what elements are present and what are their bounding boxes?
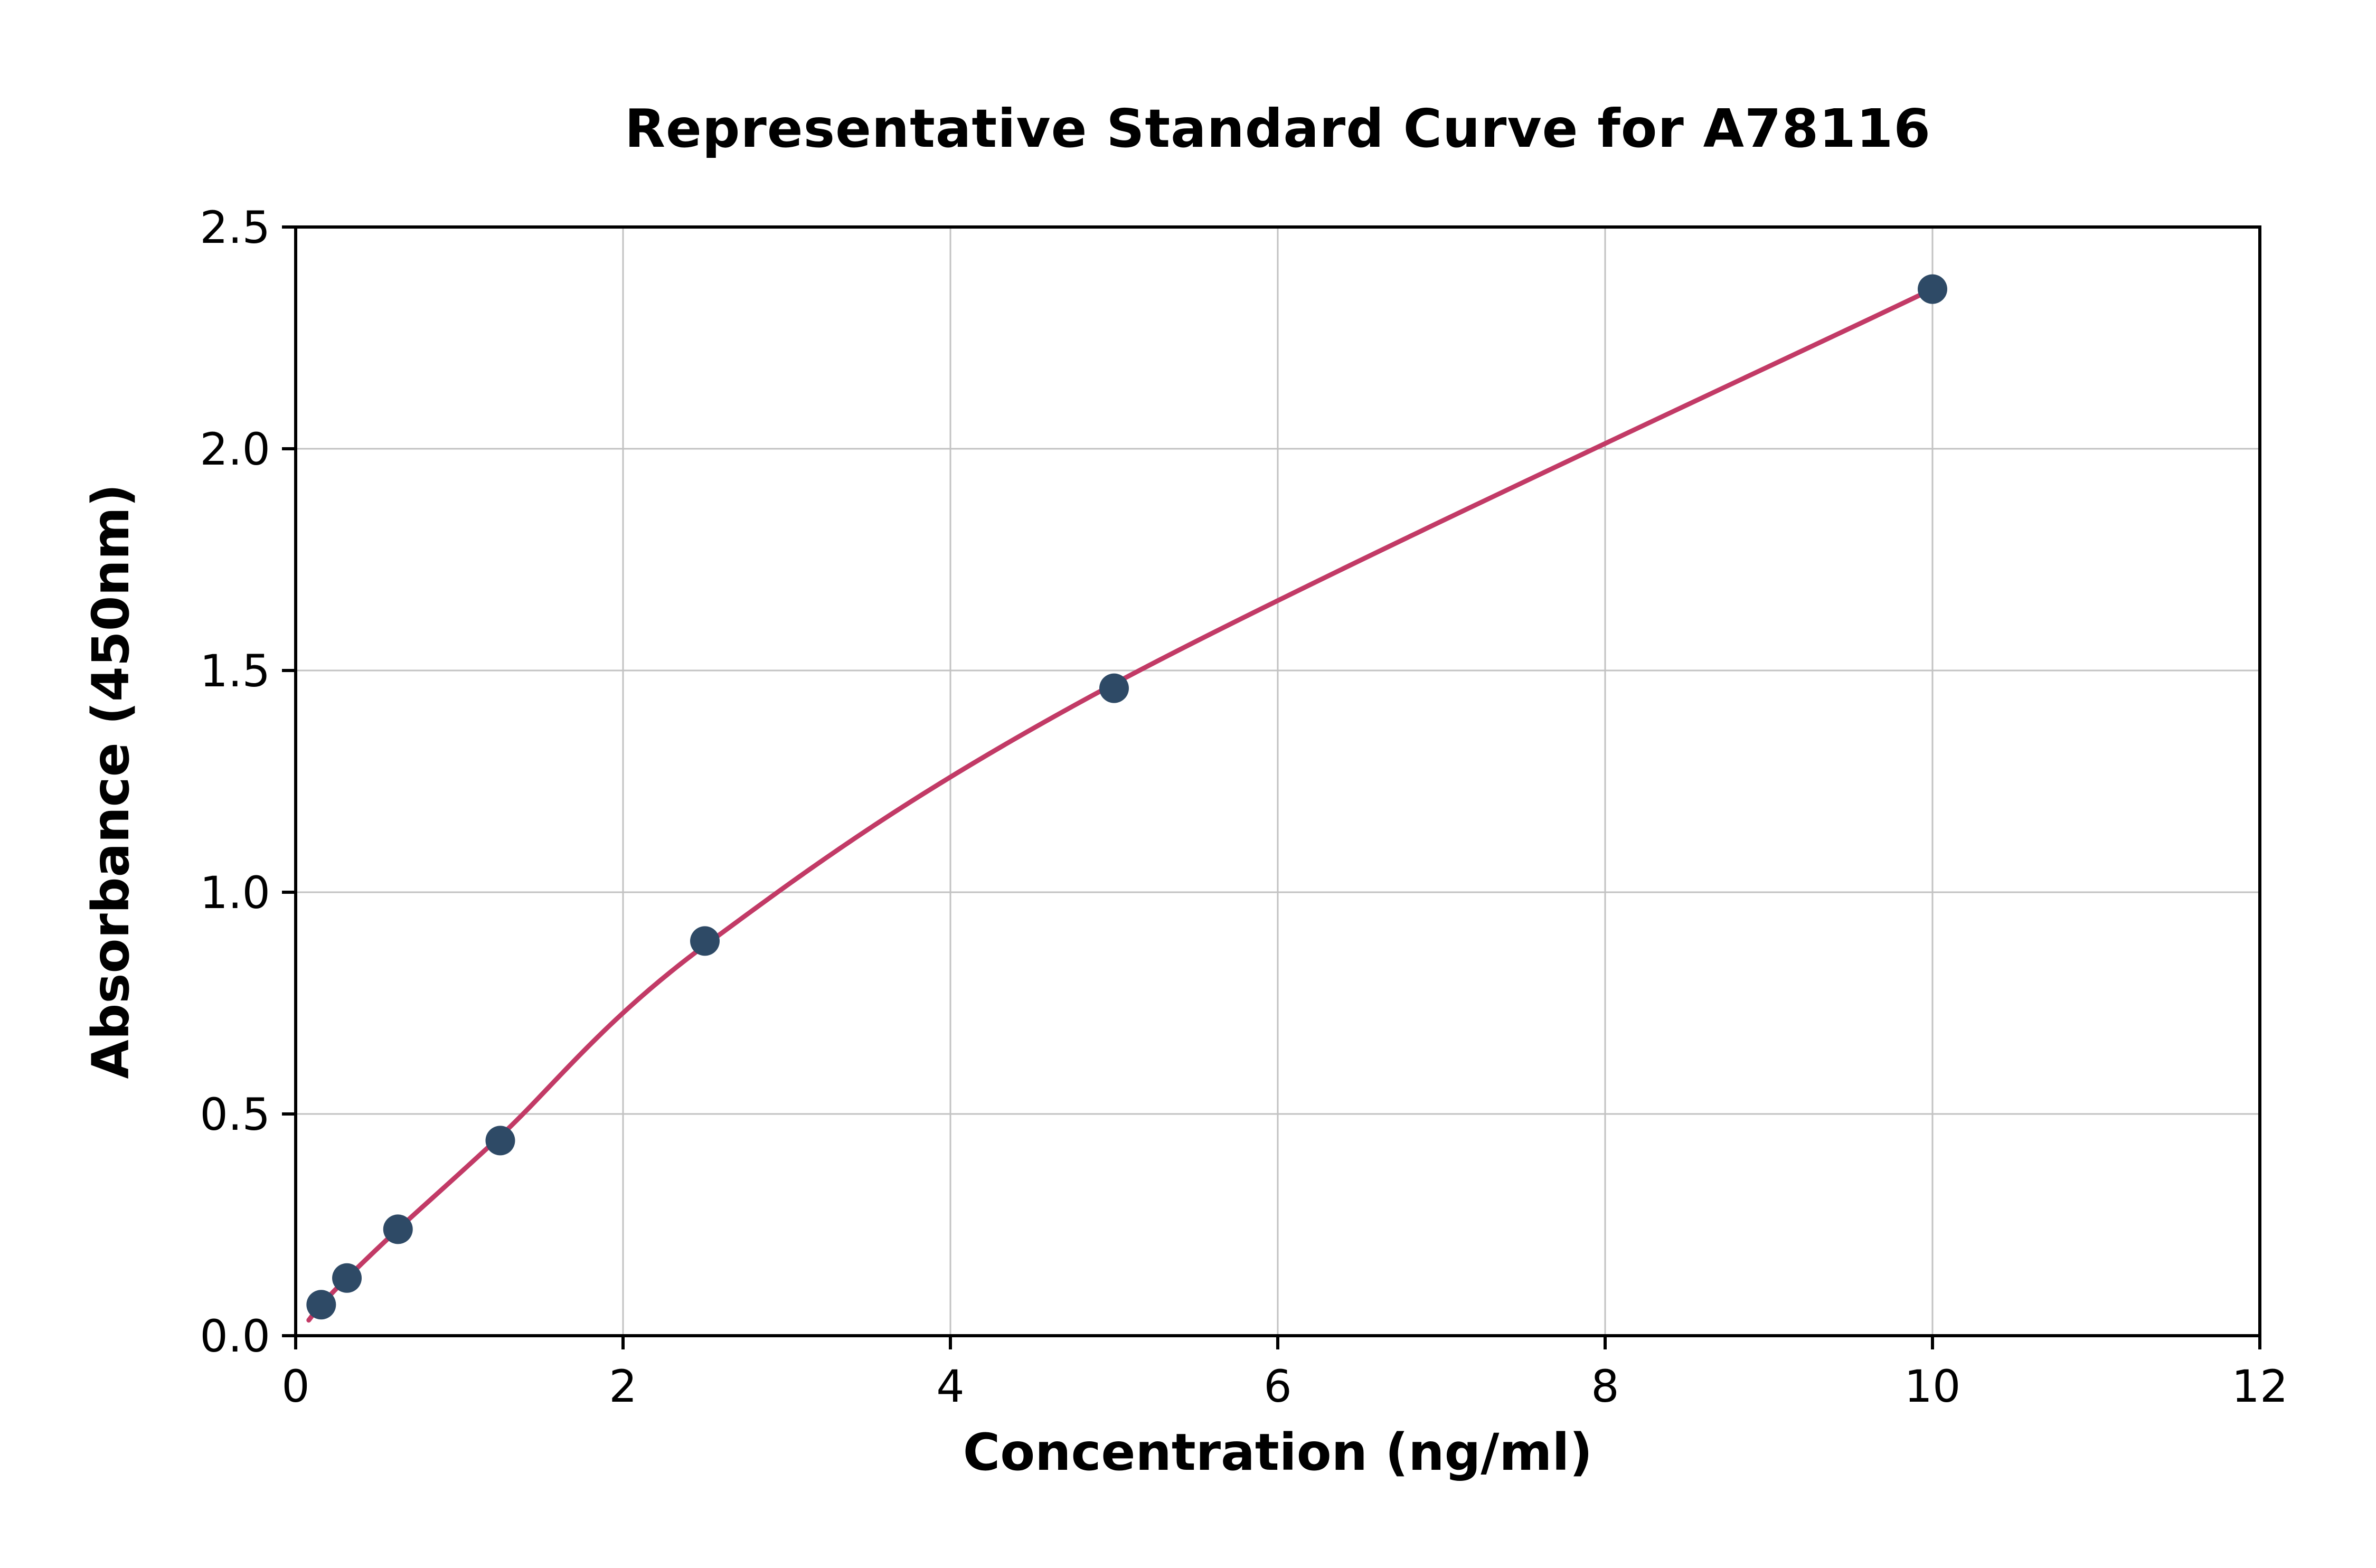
y-axis-title: Absorbance (450nm): [81, 484, 140, 1079]
data-point: [485, 1126, 515, 1156]
data-point: [1918, 274, 1947, 304]
y-tick-label: 0.5: [200, 1089, 270, 1140]
gridlines: [295, 226, 2261, 1337]
y-tick-label: 1.5: [200, 645, 270, 697]
data-point: [383, 1214, 413, 1244]
y-tick-label: 1.0: [200, 867, 270, 919]
data-point: [306, 1290, 336, 1320]
x-tick-label: 2: [609, 1361, 637, 1412]
x-tick-label: 8: [1591, 1361, 1619, 1412]
x-tick-label: 10: [1904, 1361, 1961, 1412]
y-tick-label: 2.5: [200, 202, 270, 253]
chart-title: Representative Standard Curve for A78116: [625, 98, 1931, 159]
fitted-curve: [306, 287, 1935, 1323]
x-tick-label: 6: [1264, 1361, 1291, 1412]
axis-ticks: 0 2 4 6 8 10 12 0.0 0.5 1.0 1.5 2.0 2.5: [200, 202, 2288, 1412]
x-tick-label: 12: [2232, 1361, 2288, 1412]
x-axis-title: Concentration (ng/ml): [963, 1423, 1593, 1482]
data-point: [332, 1263, 362, 1293]
data-point: [690, 926, 720, 956]
y-tick-label: 0.0: [200, 1310, 270, 1362]
data-points: [306, 274, 1947, 1320]
y-tick-label: 2.0: [200, 423, 270, 475]
x-tick-label: 4: [936, 1361, 964, 1412]
x-tick-label: 0: [281, 1361, 309, 1412]
data-point: [1099, 673, 1129, 703]
